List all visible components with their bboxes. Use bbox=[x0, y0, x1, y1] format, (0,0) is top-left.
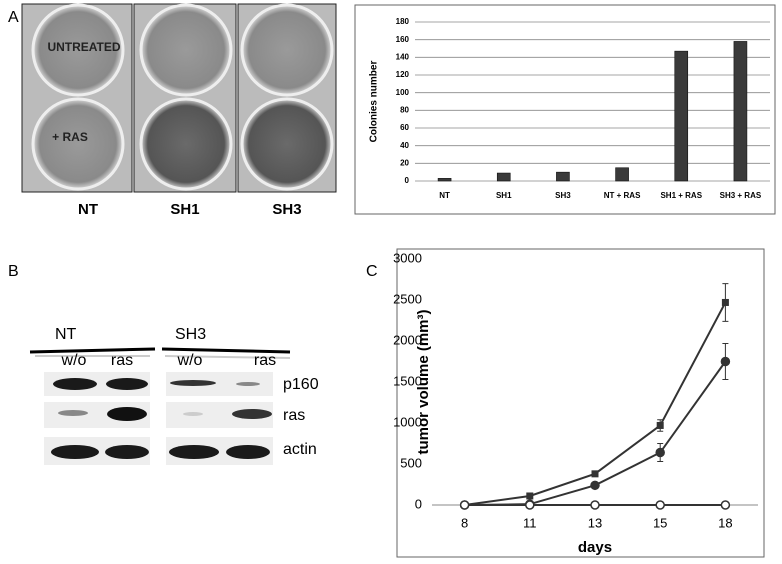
lane-label: ras bbox=[111, 352, 133, 369]
bar bbox=[733, 41, 748, 182]
chart-frame bbox=[354, 4, 776, 215]
marker bbox=[459, 500, 470, 510]
x-tick-label: SH1 bbox=[496, 191, 512, 200]
x-tick-label: NT + RAS bbox=[604, 191, 641, 200]
marker bbox=[526, 492, 534, 500]
marker bbox=[655, 447, 665, 458]
y-tick-label: 0 bbox=[415, 496, 422, 511]
x-axis-label: days bbox=[578, 539, 612, 556]
y-tick-label: 160 bbox=[396, 35, 410, 44]
y-tick-label: 80 bbox=[400, 105, 409, 114]
y-tick-label: 40 bbox=[400, 141, 409, 150]
y-tick-label: 60 bbox=[400, 123, 409, 132]
x-tick-label: 8 bbox=[461, 515, 468, 530]
marker bbox=[655, 500, 665, 510]
y-tick-label: 120 bbox=[396, 70, 410, 79]
marker bbox=[656, 421, 664, 429]
marker bbox=[720, 500, 731, 510]
lane-label: w/o bbox=[177, 352, 203, 369]
marker bbox=[590, 500, 600, 510]
x-tick-label: 18 bbox=[718, 515, 732, 530]
x-tick-label: SH1 + RAS bbox=[660, 191, 702, 200]
blot-group: SH3 bbox=[175, 326, 206, 343]
panel-label: C bbox=[366, 263, 378, 280]
bar bbox=[556, 171, 570, 182]
panel-label: A bbox=[8, 9, 19, 26]
y-tick-label: 140 bbox=[396, 52, 410, 61]
panel-label: B bbox=[8, 263, 19, 280]
blot-image bbox=[29, 347, 291, 465]
y-tick-label: 2500 bbox=[393, 291, 422, 306]
marker bbox=[720, 356, 731, 367]
blot-row-label: ras bbox=[283, 407, 305, 424]
y-tick-label: 20 bbox=[400, 158, 409, 167]
y-tick-label: 1000 bbox=[393, 414, 422, 429]
plate-label: UNTREATED bbox=[47, 40, 120, 54]
x-tick-label: 15 bbox=[653, 515, 667, 530]
marker bbox=[591, 470, 599, 478]
x-tick-label: SH3 bbox=[555, 191, 571, 200]
y-tick-label: 100 bbox=[396, 88, 410, 97]
marker bbox=[590, 480, 600, 491]
y-tick-label: 2000 bbox=[393, 332, 422, 347]
chart-frame bbox=[396, 248, 765, 558]
blot-row-label: p160 bbox=[283, 376, 319, 393]
plate-column-label: NT bbox=[78, 201, 98, 218]
bar bbox=[615, 167, 629, 182]
x-tick-label: 11 bbox=[523, 515, 537, 530]
bar bbox=[496, 172, 511, 182]
y-axis-label: tumor volume (mm³) bbox=[415, 309, 432, 454]
plate-column-label: SH3 bbox=[272, 201, 301, 218]
lane-label: ras bbox=[254, 352, 276, 369]
plate-label: + RAS bbox=[52, 130, 88, 144]
plate-photo bbox=[21, 3, 337, 193]
y-tick-label: 180 bbox=[396, 17, 410, 26]
y-tick-label: 3000 bbox=[393, 250, 422, 265]
x-tick-label: NT bbox=[439, 191, 450, 200]
y-tick-label: 1500 bbox=[393, 373, 422, 388]
marker bbox=[721, 298, 729, 306]
bar bbox=[437, 178, 452, 182]
blot-row-label: actin bbox=[283, 441, 317, 458]
y-tick-label: 500 bbox=[400, 455, 422, 470]
x-tick-label: SH3 + RAS bbox=[720, 191, 762, 200]
blot-group: NT bbox=[55, 326, 77, 343]
lane-label: w/o bbox=[61, 352, 87, 369]
y-axis-label: Colonies number bbox=[369, 61, 380, 143]
marker bbox=[525, 500, 535, 510]
x-tick-label: 13 bbox=[588, 515, 602, 530]
y-tick-label: 0 bbox=[405, 176, 410, 185]
bar bbox=[674, 50, 689, 182]
plate-column-label: SH1 bbox=[170, 201, 199, 218]
